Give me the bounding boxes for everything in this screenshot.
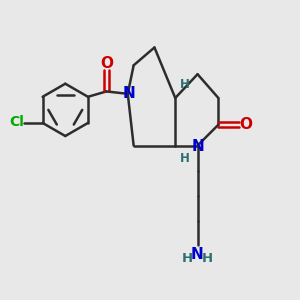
Text: O: O [239,117,252,132]
Text: H: H [180,152,190,165]
Text: O: O [100,56,113,71]
Text: N: N [191,139,204,154]
Text: N: N [123,86,136,101]
Text: Cl: Cl [9,116,24,129]
Text: H: H [202,252,213,265]
Text: H: H [182,252,193,265]
Text: N: N [190,247,203,262]
Text: H: H [180,78,190,92]
